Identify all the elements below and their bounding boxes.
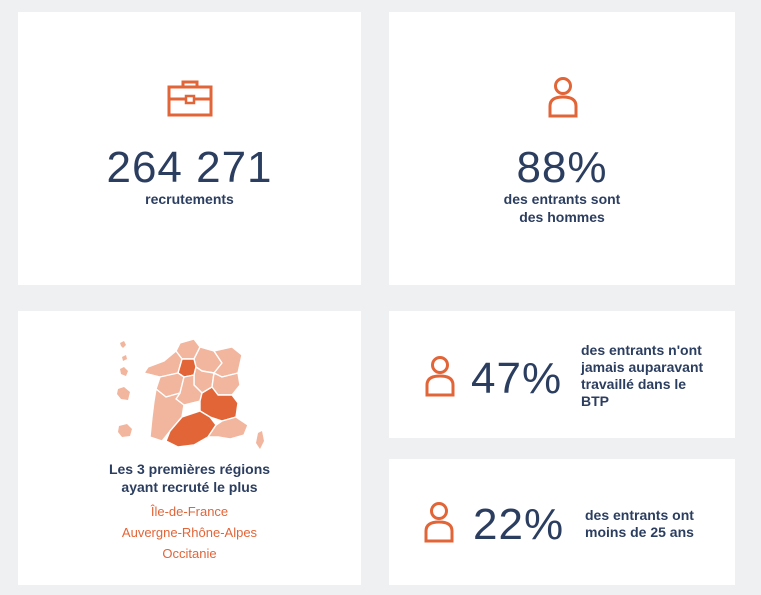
men-value: 88% (516, 143, 608, 192)
men-card: 88% des entrants sont des hommes (389, 12, 735, 285)
person-icon (424, 355, 456, 402)
under-25-card: 22% des entrants ont moins de 25 ans (389, 459, 735, 585)
never-worked-card: 47% des entrants n'ont jamais auparavant… (389, 311, 735, 438)
region-item-occitanie: Occitanie (162, 546, 217, 561)
recruitments-label: recrutements (145, 191, 234, 207)
under-25-label-line1: des entrants ont (585, 507, 694, 523)
person-icon (423, 501, 455, 548)
never-worked-label-line4: BTP (581, 393, 609, 409)
never-worked-label-line2: jamais auparavant (581, 359, 704, 375)
regions-title-line1: Les 3 premières régions (108, 461, 271, 477)
recruitments-card: 264 271 recrutements (18, 12, 361, 285)
briefcase-icon (167, 78, 213, 123)
region-item-auvergne-rhone-alpes: Auvergne-Rhône-Alpes (121, 525, 258, 540)
under-25-value: 22% (473, 500, 565, 549)
men-label-line1: des entrants sont (503, 191, 621, 207)
region-item-ile-de-france: Île-de-France (150, 504, 229, 519)
regions-card: Les 3 premières régions ayant recruté le… (18, 311, 361, 585)
men-label-line2: des hommes (519, 209, 605, 225)
never-worked-label-line1: des entrants n'ont (581, 342, 702, 358)
never-worked-value: 47% (471, 354, 563, 403)
france-map-icon (114, 337, 266, 458)
under-25-label-line2: moins de 25 ans (585, 524, 694, 540)
person-icon (547, 76, 579, 123)
never-worked-label-line3: travaillé dans le (581, 376, 687, 392)
regions-title-line2: ayant recruté le plus (121, 479, 258, 495)
recruitments-value: 264 271 (106, 143, 273, 192)
